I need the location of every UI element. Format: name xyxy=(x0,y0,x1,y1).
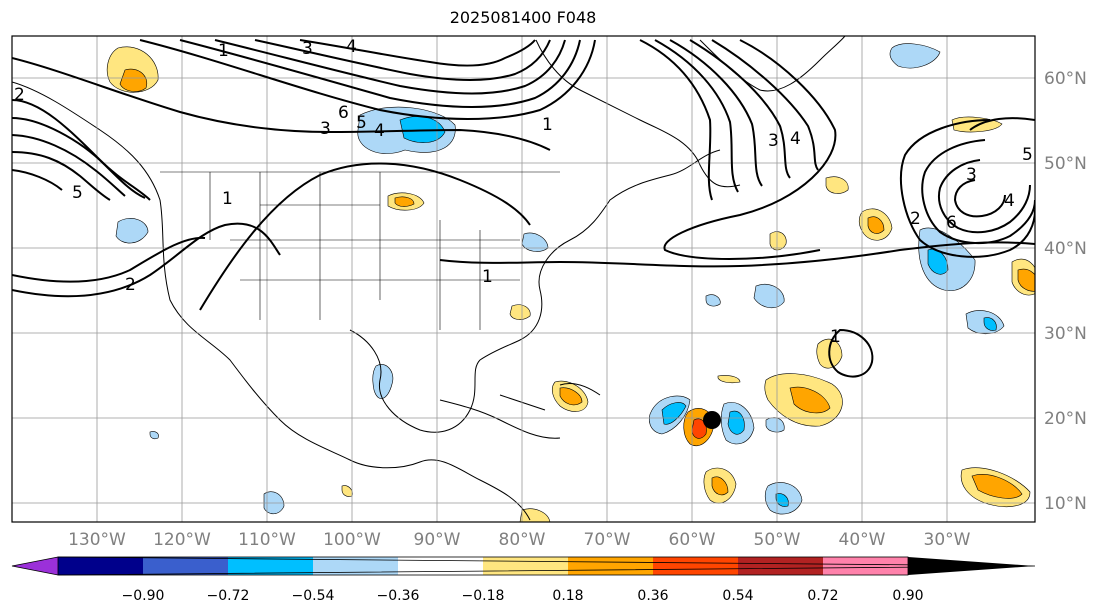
state-boundaries xyxy=(160,171,560,330)
lon-label: 130°W xyxy=(68,530,126,550)
colorbar-tick-labels: −0.90 −0.72 −0.54 −0.36 −0.18 0.18 0.36 … xyxy=(122,588,924,604)
colorbar-min-extend xyxy=(12,557,58,575)
colorbar-segment xyxy=(398,557,483,575)
colorbar-tick: 0.90 xyxy=(892,588,923,604)
contour-label: 4 xyxy=(790,129,801,149)
lat-label: 60°N xyxy=(1044,69,1087,89)
map-title: 2025081400 F048 xyxy=(449,8,597,27)
contour-label: 1 xyxy=(218,41,229,61)
contour-label: 4 xyxy=(374,121,385,141)
lon-label: 70°W xyxy=(584,530,631,550)
colorbar-segment xyxy=(738,557,823,575)
colorbar-tick: −0.54 xyxy=(292,588,335,604)
lon-label: 40°W xyxy=(839,530,886,550)
colorbar-segment xyxy=(653,557,738,575)
contour-label: 5 xyxy=(1022,145,1033,165)
colorbar-segment xyxy=(823,557,908,575)
colorbar-tick: −0.72 xyxy=(207,588,250,604)
colorbar-tick: −0.18 xyxy=(462,588,505,604)
contour-labels: 2 2 3 4 5 6 1 1 3 4 5 3 4 1 1 2 3 4 5 6 … xyxy=(14,37,1033,347)
contour-label: 4 xyxy=(346,37,357,57)
lat-label: 30°N xyxy=(1044,324,1087,344)
colorbar-segment xyxy=(228,557,313,575)
contour-label: 1 xyxy=(542,115,553,135)
colorbar-segment xyxy=(483,557,568,575)
contour-label: 2 xyxy=(125,275,136,295)
contour-label: 5 xyxy=(356,113,367,133)
colorbar-tick: 0.18 xyxy=(552,588,583,604)
contour-label: 2 xyxy=(910,209,921,229)
lat-label: 40°N xyxy=(1044,239,1087,259)
colorbar-max-extend xyxy=(908,557,1035,575)
colorbar-segment xyxy=(58,557,143,575)
longitude-labels: 130°W 120°W 110°W 100°W 90°W 80°W 70°W 6… xyxy=(68,530,971,550)
lat-label: 50°N xyxy=(1044,154,1087,174)
contour-label: 3 xyxy=(966,165,977,185)
colorbar-segment xyxy=(568,557,653,575)
colorbar-tick: 0.72 xyxy=(807,588,838,604)
lat-label: 10°N xyxy=(1044,494,1087,514)
lon-label: 110°W xyxy=(238,530,296,550)
colorbar-segment xyxy=(143,557,228,575)
colorbar-tick: −0.90 xyxy=(122,588,165,604)
contour-label: 3 xyxy=(320,119,331,139)
lon-label: 90°W xyxy=(414,530,461,550)
contour-label: 1 xyxy=(830,327,841,347)
contour-label: 6 xyxy=(338,103,349,123)
latitude-labels: 60°N 50°N 40°N 30°N 20°N 10°N xyxy=(1044,69,1087,514)
storm-center-marker xyxy=(703,411,721,429)
lon-label: 30°W xyxy=(924,530,971,550)
contour-label: 4 xyxy=(1004,191,1015,211)
contour-label: 6 xyxy=(946,213,957,233)
colorbar-tick: 0.36 xyxy=(637,588,668,604)
colorbar xyxy=(11,556,1036,576)
map-frame xyxy=(11,35,1036,523)
contour-label: 3 xyxy=(302,39,313,59)
contour-label: 1 xyxy=(222,189,233,209)
lon-label: 60°W xyxy=(669,530,716,550)
lon-label: 120°W xyxy=(153,530,211,550)
contour-label: 5 xyxy=(72,183,83,203)
colorbar-tick: 0.54 xyxy=(722,588,753,604)
lon-label: 100°W xyxy=(323,530,381,550)
lon-label: 50°W xyxy=(754,530,801,550)
lat-label: 20°N xyxy=(1044,409,1087,429)
contour-lines xyxy=(12,39,1035,378)
contour-label: 3 xyxy=(768,131,779,151)
contour-label: 2 xyxy=(14,85,25,105)
contour-label: 1 xyxy=(482,267,493,287)
colorbar-segment xyxy=(313,557,398,575)
colorbar-tick: −0.36 xyxy=(377,588,420,604)
lon-label: 80°W xyxy=(499,530,546,550)
